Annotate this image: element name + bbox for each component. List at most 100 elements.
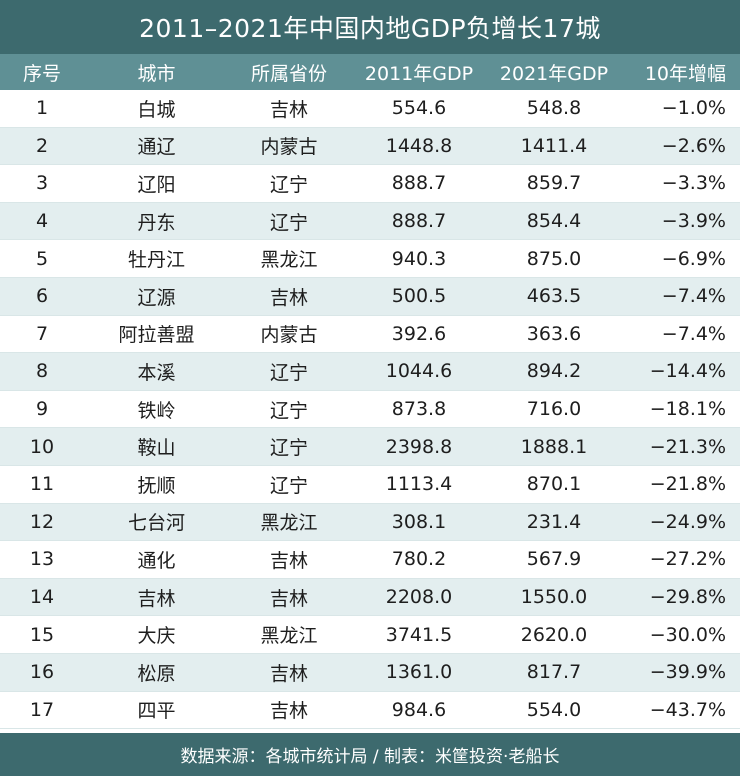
cell-index: 13 (29, 548, 55, 571)
cell-index: 17 (29, 698, 55, 721)
cell-gdp-2011: 3741.5 (385, 623, 453, 646)
table-row: 7 阿拉善盟 内蒙古 392.6 363.6 −7.4% (0, 316, 740, 354)
table-row: 1 白城 吉林 554.6 548.8 −1.0% (0, 90, 740, 128)
cell-province: 辽宁 (269, 399, 308, 422)
cell-gdp-2011: 554.6 (391, 97, 447, 120)
cell-province: 吉林 (269, 549, 308, 572)
cell-index: 16 (29, 661, 55, 684)
cell-growth: −7.4% (661, 322, 726, 345)
cell-city: 抚顺 (137, 474, 176, 497)
cell-gdp-2021: 859.7 (526, 172, 582, 195)
cell-city: 阿拉善盟 (118, 324, 195, 347)
cell-growth: −43.7% (649, 698, 726, 721)
cell-index: 8 (35, 360, 49, 383)
cell-index: 10 (29, 435, 55, 458)
table-row: 9 铁岭 辽宁 873.8 716.0 −18.1% (0, 391, 740, 429)
cell-growth: −3.9% (661, 210, 726, 233)
cell-city: 丹东 (137, 211, 176, 234)
table-row: 2 通辽 内蒙古 1448.8 1411.4 −2.6% (0, 127, 740, 166)
header-growth: 10年增幅 (644, 62, 726, 85)
header-city: 城市 (137, 62, 176, 85)
cell-growth: −21.8% (649, 473, 726, 496)
cell-growth: −6.9% (661, 247, 726, 270)
cell-growth: −30.0% (649, 623, 726, 646)
cell-gdp-2021: 363.6 (526, 322, 582, 345)
cell-gdp-2021: 854.4 (526, 210, 582, 233)
table-row: 10 鞍山 辽宁 2398.8 1888.1 −21.3% (0, 428, 740, 466)
header-gdp-2011: 2011年GDP (364, 62, 474, 85)
cell-gdp-2021: 894.2 (526, 360, 582, 383)
cell-gdp-2021: 875.0 (526, 247, 582, 270)
cell-gdp-2011: 2208.0 (385, 586, 453, 609)
cell-gdp-2011: 888.7 (391, 210, 447, 233)
cell-province: 辽宁 (269, 437, 308, 460)
table-row: 15 大庆 黑龙江 3741.5 2620.0 −30.0% (0, 616, 740, 654)
cell-growth: −18.1% (649, 398, 726, 421)
cell-gdp-2011: 940.3 (391, 247, 447, 270)
header-province: 所属省份 (250, 62, 327, 85)
cell-index: 7 (35, 322, 49, 345)
table-header-row: 序号 城市 所属省份 2011年GDP 2021年GDP 10年增幅 (0, 54, 740, 90)
cell-province: 黑龙江 (260, 249, 318, 272)
cell-gdp-2021: 1550.0 (520, 586, 588, 609)
cell-province: 辽宁 (269, 474, 308, 497)
cell-city: 七台河 (127, 512, 185, 535)
cell-gdp-2011: 873.8 (391, 398, 447, 421)
table-row: 6 辽源 吉林 500.5 463.5 −7.4% (0, 277, 740, 316)
cell-index: 14 (29, 586, 55, 609)
cell-city: 吉林 (137, 587, 176, 610)
cell-index: 12 (29, 510, 55, 533)
cell-gdp-2011: 1113.4 (385, 473, 453, 496)
cell-city: 本溪 (137, 361, 176, 384)
cell-gdp-2021: 817.7 (526, 661, 582, 684)
table-body: 1 白城 吉林 554.6 548.8 −1.0% 2 通辽 内蒙古 1448.8 1411.4 −2… (0, 90, 740, 730)
cell-growth: −29.8% (649, 586, 726, 609)
cell-gdp-2011: 888.7 (391, 172, 447, 195)
cell-city: 鞍山 (137, 437, 176, 460)
cell-gdp-2011: 1448.8 (385, 134, 453, 157)
cell-gdp-2021: 2620.0 (520, 623, 588, 646)
cell-city: 四平 (137, 700, 176, 723)
cell-province: 内蒙古 (260, 324, 318, 347)
cell-city: 松原 (137, 662, 176, 685)
cell-gdp-2021: 231.4 (526, 510, 582, 533)
table-row: 12 七台河 黑龙江 308.1 231.4 −24.9% (0, 503, 740, 542)
cell-gdp-2021: 870.1 (526, 473, 582, 496)
cell-growth: −3.3% (661, 172, 726, 195)
cell-province: 吉林 (269, 286, 308, 309)
cell-gdp-2021: 463.5 (526, 285, 582, 308)
cell-city: 白城 (137, 98, 176, 121)
cell-gdp-2011: 1044.6 (385, 360, 453, 383)
table-row: 11 抚顺 辽宁 1113.4 870.1 −21.8% (0, 466, 740, 504)
cell-province: 吉林 (269, 98, 308, 121)
header-gdp-2021: 2021年GDP (499, 62, 609, 85)
cell-gdp-2021: 548.8 (526, 97, 582, 120)
cell-province: 黑龙江 (260, 512, 318, 535)
cell-index: 9 (35, 398, 49, 421)
cell-gdp-2021: 1411.4 (520, 134, 588, 157)
table-row: 14 吉林 吉林 2208.0 1550.0 −29.8% (0, 578, 740, 617)
header-index: 序号 (22, 62, 61, 85)
cell-province: 吉林 (269, 662, 308, 685)
table-row: 8 本溪 辽宁 1044.6 894.2 −14.4% (0, 353, 740, 391)
cell-growth: −27.2% (649, 548, 726, 571)
cell-city: 辽源 (137, 286, 176, 309)
cell-gdp-2011: 780.2 (391, 548, 447, 571)
cell-gdp-2011: 1361.0 (385, 661, 453, 684)
table-row: 16 松原 吉林 1361.0 817.7 −39.9% (0, 653, 740, 692)
cell-growth: −21.3% (649, 435, 726, 458)
cell-growth: −1.0% (661, 97, 726, 120)
cell-city: 铁岭 (137, 399, 176, 422)
cell-province: 吉林 (269, 700, 308, 723)
cell-city: 大庆 (137, 625, 176, 648)
cell-growth: −2.6% (661, 134, 726, 157)
table-title: 2011–2021年中国内地GDP负增长17城 (0, 0, 740, 54)
cell-index: 11 (29, 473, 55, 496)
cell-index: 3 (35, 172, 49, 195)
cell-index: 5 (35, 247, 49, 270)
cell-growth: −39.9% (649, 661, 726, 684)
cell-index: 2 (35, 134, 49, 157)
cell-gdp-2021: 554.0 (526, 698, 582, 721)
cell-index: 4 (35, 210, 49, 233)
